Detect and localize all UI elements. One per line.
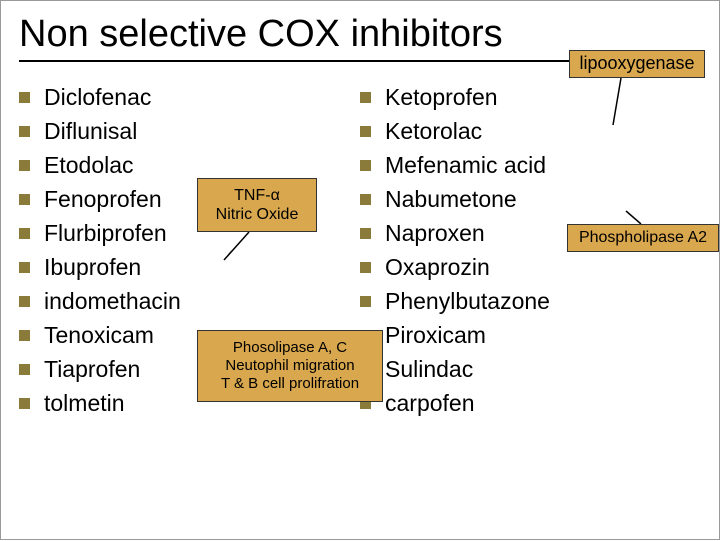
list-item: Nabumetone — [360, 186, 701, 213]
list-item-label: Flurbiprofen — [44, 220, 167, 247]
box-phos-line2: Neutophil migration — [198, 357, 382, 375]
list-item: indomethacin — [19, 288, 360, 315]
list-item-label: Phenylbutazone — [385, 288, 550, 315]
list-item: Diclofenac — [19, 84, 360, 111]
list-item: Ketoprofen — [360, 84, 701, 111]
bullet-icon — [19, 330, 30, 341]
list-item-label: Fenoprofen — [44, 186, 162, 213]
right-column: Ketoprofen Ketorolac Mefenamic acid Nabu… — [360, 84, 701, 424]
list-item-label: Nabumetone — [385, 186, 517, 213]
box-lipooxygenase: lipooxygenase — [569, 50, 705, 78]
bullet-icon — [19, 398, 30, 409]
box-tnf-line1: TNF-α — [198, 186, 316, 205]
list-item-label: Ibuprofen — [44, 254, 141, 281]
bullet-icon — [19, 160, 30, 171]
box-tnf-line2: Nitric Oxide — [198, 205, 316, 224]
list-item-label: carpofen — [385, 390, 475, 417]
list-item: Piroxicam — [360, 322, 701, 349]
bullet-icon — [19, 92, 30, 103]
list-item-label: Diclofenac — [44, 84, 151, 111]
list-item-label: Tenoxicam — [44, 322, 154, 349]
box-phos-line1: Phosolipase A, C — [198, 339, 382, 357]
list-item-label: Piroxicam — [385, 322, 486, 349]
box-tnf: TNF-α Nitric Oxide — [197, 178, 317, 232]
list-item-label: indomethacin — [44, 288, 181, 315]
box-phos-line3: T & B cell prolifration — [198, 375, 382, 393]
bullet-icon — [19, 126, 30, 137]
list-item: Mefenamic acid — [360, 152, 701, 179]
list-item: Sulindac — [360, 356, 701, 383]
list-item-label: Ketoprofen — [385, 84, 498, 111]
bullet-icon — [19, 194, 30, 205]
list-item: Ketorolac — [360, 118, 701, 145]
list-item-label: Sulindac — [385, 356, 473, 383]
list-item-label: Tiaprofen — [44, 356, 140, 383]
list-item: Etodolac — [19, 152, 360, 179]
box-phospholipase: Phosolipase A, C Neutophil migration T &… — [197, 330, 383, 402]
list-item-label: Naproxen — [385, 220, 485, 247]
bullet-icon — [360, 194, 371, 205]
bullet-icon — [19, 364, 30, 375]
list-item-label: Oxaprozin — [385, 254, 490, 281]
list-item: carpofen — [360, 390, 701, 417]
list-item-label: Ketorolac — [385, 118, 482, 145]
bullet-icon — [360, 160, 371, 171]
list-item: Phenylbutazone — [360, 288, 701, 315]
list-item-label: Mefenamic acid — [385, 152, 546, 179]
box-pla2-text: Phospholipase A2 — [568, 228, 718, 247]
bullet-icon — [19, 296, 30, 307]
box-lipooxygenase-text: lipooxygenase — [570, 53, 704, 75]
list-item-label: Etodolac — [44, 152, 134, 179]
bullet-icon — [360, 228, 371, 239]
bullet-icon — [360, 92, 371, 103]
bullet-icon — [360, 296, 371, 307]
bullet-icon — [19, 228, 30, 239]
bullet-icon — [19, 262, 30, 273]
bullet-icon — [360, 262, 371, 273]
list-item: Ibuprofen — [19, 254, 360, 281]
list-item: Diflunisal — [19, 118, 360, 145]
bullet-icon — [360, 126, 371, 137]
list-item-label: tolmetin — [44, 390, 125, 417]
list-item-label: Diflunisal — [44, 118, 137, 145]
box-pla2: Phospholipase A2 — [567, 224, 719, 252]
list-item: Oxaprozin — [360, 254, 701, 281]
